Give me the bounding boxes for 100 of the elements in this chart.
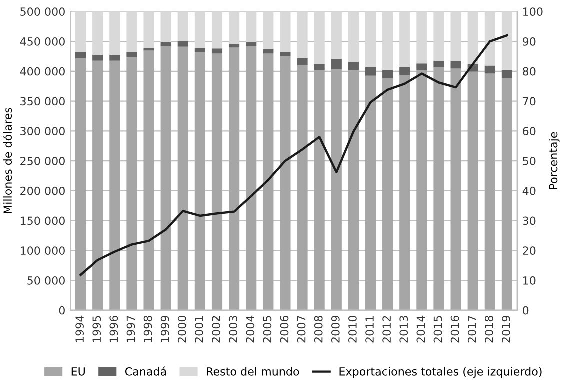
y2-tick-label: 10	[524, 276, 536, 285]
bar	[314, 64, 325, 70]
x-tick-label: 2005	[263, 316, 272, 343]
y-tick-label: 350 000	[20, 97, 65, 106]
bar	[194, 12, 206, 48]
bar	[280, 12, 291, 52]
x-tick-label: 2014	[416, 316, 426, 343]
bar	[263, 12, 274, 50]
bar	[468, 72, 478, 310]
x-tick-label: 2019	[502, 316, 510, 343]
y-tick-label: 400 000	[20, 67, 65, 76]
bar	[212, 12, 223, 49]
x-tick-label: 1994	[76, 316, 84, 342]
bar	[263, 49, 274, 54]
bar	[382, 78, 394, 310]
y2-tick-label: 70	[523, 97, 536, 106]
x-tick-label: 1995	[92, 316, 102, 342]
bar	[160, 12, 172, 42]
legend-label: Exportaciones totales (eje izquierdo)	[340, 367, 542, 378]
bar	[416, 12, 428, 64]
bar	[297, 65, 308, 310]
bar	[468, 12, 478, 65]
bar	[263, 54, 274, 310]
x-tick-label: 2016	[450, 316, 460, 343]
x-tick-label: 2000	[178, 316, 186, 343]
x-tick-label: 2011	[366, 316, 374, 343]
bar	[450, 12, 462, 61]
bar	[400, 68, 410, 76]
bar	[314, 70, 325, 310]
bar	[229, 48, 240, 310]
bar	[450, 60, 462, 69]
bar	[280, 56, 291, 310]
bar	[160, 46, 172, 310]
x-tick-label: 2001	[195, 316, 204, 343]
x-tick-label: 2012	[382, 316, 392, 343]
bar	[212, 54, 223, 310]
y-tick-label: 250 000	[20, 156, 65, 166]
bar	[331, 59, 342, 70]
bar	[92, 60, 104, 310]
x-tick-label: 1998	[144, 316, 152, 342]
y-tick-label: 300 000	[20, 127, 65, 136]
y-tick-label: 200 000	[20, 186, 65, 196]
bar	[348, 70, 359, 310]
bar	[194, 52, 206, 310]
x-tick-label: 2004	[246, 316, 255, 343]
x-tick-label: 2017	[468, 316, 476, 343]
x-tick-label: 1997	[126, 316, 136, 342]
bar	[126, 12, 138, 52]
bar	[348, 12, 359, 62]
y2-tick-label: 30	[523, 216, 536, 226]
x-tick-label: 2015	[434, 316, 442, 343]
y2-tick-label: 20	[523, 246, 536, 256]
bar	[194, 48, 206, 53]
bar	[434, 12, 444, 61]
y2-tick-label: 0	[523, 306, 529, 315]
bar	[246, 12, 257, 42]
x-tick-label: 2006	[280, 316, 289, 343]
legend-label: Canadá	[125, 366, 166, 376]
bar	[160, 42, 172, 46]
bar	[110, 60, 120, 310]
y2-axis-title: Porcentaje	[549, 132, 560, 190]
bar	[502, 12, 512, 70]
x-tick-label: 2003	[229, 316, 238, 343]
bar	[416, 64, 428, 70]
bar	[246, 46, 257, 310]
x-tick-label: 2009	[331, 316, 340, 343]
bar	[212, 48, 223, 54]
bar	[484, 12, 496, 66]
y2-tick-label: 80	[523, 67, 536, 76]
bar	[450, 68, 462, 310]
bar	[280, 52, 291, 56]
y2-tick-label: 100	[524, 8, 543, 16]
bar	[178, 12, 188, 42]
bar	[76, 12, 86, 52]
y-tick-label: 150 000	[20, 216, 65, 226]
bar	[178, 46, 188, 310]
bar	[434, 68, 444, 310]
y-axis-title: Millones de dólares	[2, 108, 12, 214]
bar	[434, 60, 444, 68]
x-tick-label: 2002	[212, 316, 220, 343]
bar	[331, 70, 342, 310]
bar	[297, 58, 308, 66]
y-tick-label: 500 000	[20, 8, 65, 16]
bar	[297, 12, 308, 59]
bar	[144, 48, 154, 51]
x-tick-label: 2013	[400, 316, 408, 343]
bar	[484, 74, 496, 310]
bar	[110, 54, 120, 61]
y-tick-label: 450 000	[20, 37, 65, 46]
y-tick-label: 50 000	[28, 276, 65, 285]
x-tick-label: 1999	[160, 316, 170, 342]
bar	[76, 52, 86, 59]
x-tick-label: 1996	[110, 316, 118, 342]
bar	[144, 50, 154, 310]
bar	[229, 44, 240, 48]
bar	[178, 42, 188, 47]
line-series	[80, 34, 508, 276]
bar	[365, 76, 376, 310]
bar	[400, 75, 410, 310]
bar	[484, 66, 496, 74]
